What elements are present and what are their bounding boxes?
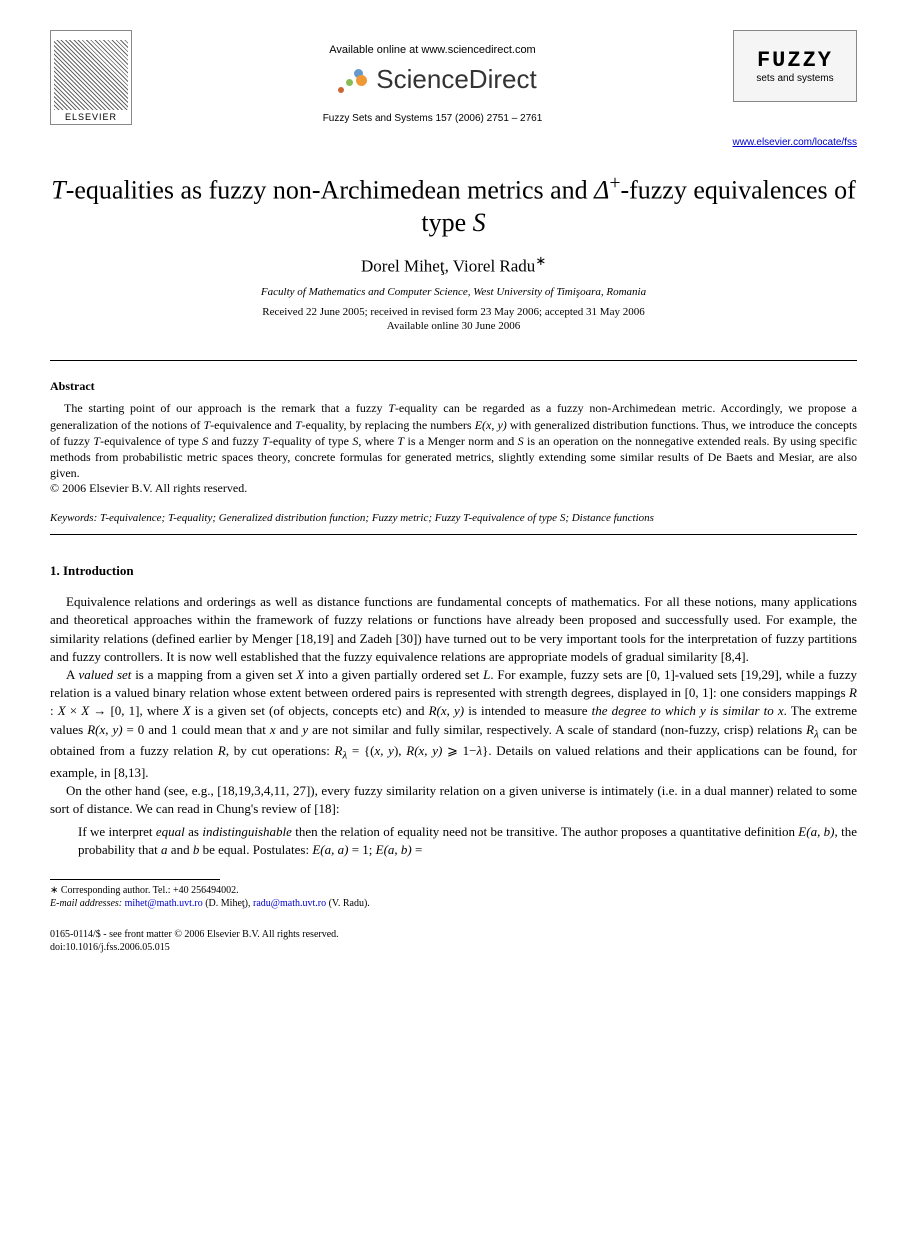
corresponding-author-footnote: ∗ Corresponding author. Tel.: +40 256494… xyxy=(50,884,857,897)
sciencedirect-dots-icon xyxy=(328,65,368,95)
copyright: © 2006 Elsevier B.V. All rights reserved… xyxy=(50,481,857,496)
intro-para-1: Equivalence relations and orderings as w… xyxy=(50,593,857,666)
abstract-heading: Abstract xyxy=(50,379,857,394)
received-dates: Received 22 June 2005; received in revis… xyxy=(50,306,857,318)
journal-citation: Fuzzy Sets and Systems 157 (2006) 2751 –… xyxy=(132,113,733,124)
sciencedirect-text: ScienceDirect xyxy=(376,64,536,95)
header-row: ELSEVIER Available online at www.science… xyxy=(50,30,857,125)
email-label: E-mail addresses: xyxy=(50,898,122,909)
email-link-1[interactable]: mihet@math.uvt.ro xyxy=(125,898,203,909)
affiliation: Faculty of Mathematics and Computer Scie… xyxy=(50,286,857,298)
elsevier-logo: ELSEVIER xyxy=(50,30,132,125)
section-1-heading: 1. Introduction xyxy=(50,563,857,579)
doi-line: doi:10.1016/j.fss.2006.05.015 xyxy=(50,941,857,954)
journal-logo: FUZZY sets and systems xyxy=(733,30,857,102)
issn-line: 0165-0114/$ - see front matter © 2006 El… xyxy=(50,928,857,941)
sciencedirect-logo: ScienceDirect xyxy=(132,64,733,95)
email-name-2: (V. Radu). xyxy=(329,898,370,909)
authors: Dorel Miheţ, Viorel Radu∗ xyxy=(50,254,857,277)
divider xyxy=(50,534,857,535)
journal-logo-main: FUZZY xyxy=(757,48,833,73)
intro-quote: If we interpret equal as indistinguishab… xyxy=(78,823,857,859)
email-link-2[interactable]: radu@math.uvt.ro xyxy=(253,898,326,909)
journal-logo-sub: sets and systems xyxy=(756,73,833,84)
journal-logo-box: FUZZY sets and systems xyxy=(733,30,857,102)
footnote-divider xyxy=(50,879,220,880)
intro-para-3: On the other hand (see, e.g., [18,19,3,4… xyxy=(50,782,857,818)
elsevier-label: ELSEVIER xyxy=(65,112,117,122)
divider xyxy=(50,360,857,361)
keywords: Keywords: T-equivalence; T-equality; Gen… xyxy=(50,512,857,524)
journal-url-link[interactable]: www.elsevier.com/locate/fss xyxy=(50,137,857,148)
abstract-text: The starting point of our approach is th… xyxy=(50,400,857,481)
article-title: T-equalities as fuzzy non-Archimedean me… xyxy=(50,172,857,240)
center-header: Available online at www.sciencedirect.co… xyxy=(132,30,733,124)
available-online-date: Available online 30 June 2006 xyxy=(50,320,857,332)
email-name-1: (D. Miheţ), xyxy=(205,898,250,909)
elsevier-tree-icon xyxy=(54,40,128,110)
available-online-text: Available online at www.sciencedirect.co… xyxy=(132,44,733,56)
email-footnote: E-mail addresses: mihet@math.uvt.ro (D. … xyxy=(50,897,857,910)
intro-para-2: A valued set is a mapping from a given s… xyxy=(50,666,857,782)
